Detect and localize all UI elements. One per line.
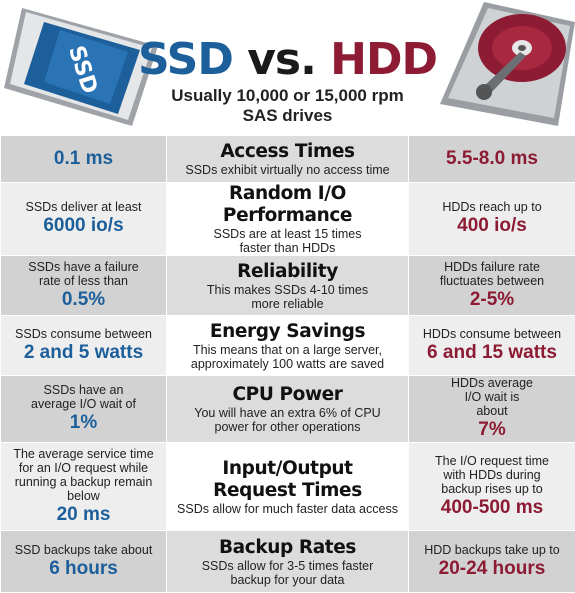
hdd-value: 7%: [449, 418, 535, 442]
ssd-text: SSD backups take about: [1, 543, 166, 557]
ssd-value: 1%: [23, 411, 144, 435]
ssd-value: 6000 io/s: [1, 214, 166, 238]
ssd-text: SSDs consume between: [1, 327, 166, 341]
hdd-value: 20-24 hours: [409, 557, 575, 581]
category-desc-1: SSDs are at least 15 times: [167, 227, 408, 241]
ssd-text: SSDs have an average I/O wait of: [23, 383, 144, 411]
ssd-value: 2 and 5 watts: [1, 341, 166, 365]
hdd-text: HDDs consume between: [409, 327, 575, 341]
category-title: Random I/O Performance: [167, 183, 408, 227]
category-desc-1: This means that on a large server,: [167, 343, 408, 357]
hdd-text: HDDs reach up to: [409, 200, 575, 214]
title-hdd: HDD: [330, 34, 437, 85]
category-title: Input/Output Request Times: [197, 458, 378, 502]
title-ssd: SSD: [138, 34, 233, 85]
category-title: Energy Savings: [167, 321, 408, 343]
category-title: Backup Rates: [167, 537, 408, 559]
hdd-cell: The I/O request time with HDDs during ba…: [409, 443, 575, 531]
category-title: Access Times: [167, 141, 408, 163]
ssd-text: SSDs deliver at least: [1, 200, 166, 214]
category-desc-1: You will have an extra 6% of CPU: [167, 406, 408, 420]
ssd-text: SSDs have a failure rate of less than: [19, 260, 148, 288]
category-desc-1: This makes SSDs 4-10 times: [167, 283, 408, 297]
hdd-text: HDDs average I/O wait is about: [449, 376, 535, 418]
category-desc-1: SSDs allow for much faster data access: [167, 502, 408, 516]
ssd-value: 0.5%: [19, 288, 148, 312]
category-desc-2: power for other operations: [167, 420, 408, 434]
hdd-text: The I/O request time with HDDs during ba…: [423, 454, 561, 496]
table-row: The average service time for an I/O requ…: [1, 443, 575, 531]
hdd-value: 6 and 15 watts: [409, 341, 575, 365]
category-desc-1: SSDs exhibit virtually no access time: [167, 163, 408, 177]
subtitle-line-2: SAS drives: [130, 106, 445, 126]
category-title: Reliability: [167, 261, 408, 283]
category-title: CPU Power: [167, 384, 408, 406]
subtitle-line-1: Usually 10,000 or 15,000 rpm: [130, 86, 445, 106]
category-desc-2: faster than HDDs: [167, 241, 408, 255]
category-desc-1: SSDs allow for 3-5 times faster: [167, 559, 408, 573]
hdd-text: HDD backups take up to: [409, 543, 575, 557]
hdd-value: 400-500 ms: [423, 496, 561, 520]
header: SSD SSD vs. HDD Usually 10,000 or 15,000…: [0, 0, 575, 135]
subtitle: Usually 10,000 or 15,000 rpm SAS drives: [130, 86, 445, 126]
category-desc-2: more reliable: [167, 297, 408, 311]
ssd-value: 20 ms: [13, 503, 154, 527]
ssd-value: 6 hours: [1, 557, 166, 581]
hdd-value: 2-5%: [429, 288, 555, 312]
ssd-cell: The average service time for an I/O requ…: [1, 443, 167, 531]
page-title: SSD vs. HDD: [0, 34, 575, 86]
category-desc-2: backup for your data: [167, 573, 408, 587]
hdd-text: HDDs failure rate fluctuates between: [429, 260, 555, 288]
title-vs: vs.: [233, 34, 330, 85]
ssd-value: 0.1 ms: [1, 147, 166, 171]
hdd-value: 5.5-8.0 ms: [409, 147, 575, 171]
ssd-text: The average service time for an I/O requ…: [13, 447, 154, 503]
hdd-cell: 5.5-8.0 ms: [409, 136, 575, 183]
category-desc-2: approximately 100 watts are saved: [167, 357, 408, 371]
hdd-value: 400 io/s: [409, 214, 575, 238]
ssd-cell: 0.1 ms: [1, 136, 167, 183]
